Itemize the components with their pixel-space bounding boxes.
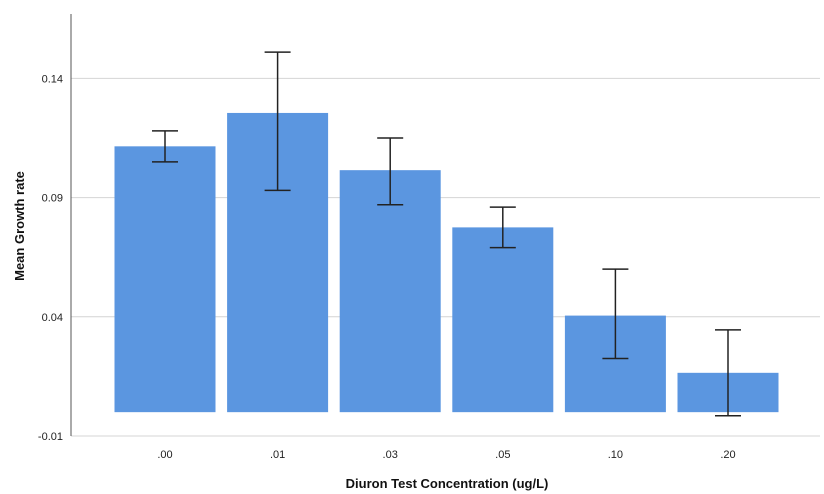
x-axis-title: Diuron Test Concentration (ug/L) (346, 476, 549, 491)
bar (115, 146, 216, 412)
y-tick-labels: -0.01 0.04 0.09 0.14 (38, 73, 63, 443)
y-tick-label: 0.09 (42, 193, 63, 205)
y-axis-title: Mean Growth rate (12, 171, 27, 281)
x-tick-label: .03 (383, 449, 398, 461)
y-tick-label: -0.01 (38, 431, 63, 443)
y-tick-label: 0.04 (42, 312, 63, 324)
x-tick-label: .10 (608, 449, 623, 461)
x-tick-labels: .00 .01 .03 .05 .10 .20 (157, 449, 735, 461)
x-tick-label: .00 (157, 449, 172, 461)
x-tick-label: .01 (270, 449, 285, 461)
bar (452, 227, 553, 412)
x-tick-label: .20 (720, 449, 735, 461)
bar (340, 170, 441, 412)
y-tick-label: 0.14 (42, 73, 63, 85)
x-tick-label: .05 (495, 449, 510, 461)
bars (115, 113, 779, 412)
